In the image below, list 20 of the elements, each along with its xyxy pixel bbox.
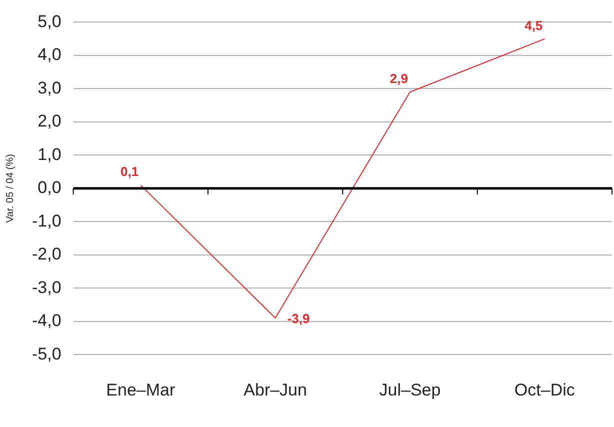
y-tick-label: 4,0 — [38, 45, 62, 64]
data-label: 2,9 — [390, 71, 408, 86]
x-tick-label: Jul–Sep — [379, 380, 441, 400]
y-tick-label: -3,0 — [32, 278, 62, 297]
y-tick-label: 1,0 — [38, 144, 62, 164]
y-tick-label: 2,0 — [38, 112, 62, 131]
y-tick-label: 3,0 — [38, 78, 62, 98]
data-label: 0,1 — [120, 164, 139, 180]
y-tick-label: -1,0 — [32, 211, 62, 230]
data-label: -3,9 — [287, 311, 310, 326]
y-tick-label: -5,0 — [32, 344, 62, 364]
y-tick-label: 0,0 — [38, 178, 62, 198]
y-tick-label: -4,0 — [32, 311, 62, 330]
y-tick-label: -2,0 — [32, 244, 62, 264]
x-tick-label: Abr–Jun — [244, 380, 307, 400]
x-tick-label: Ene–Mar — [106, 380, 176, 400]
x-tick-label: Oct–Dic — [514, 380, 576, 400]
y-axis-title: Var. 05 / 04 (%) — [4, 154, 16, 223]
data-label: 4,5 — [524, 18, 543, 33]
y-tick-label: 5,0 — [38, 12, 62, 31]
